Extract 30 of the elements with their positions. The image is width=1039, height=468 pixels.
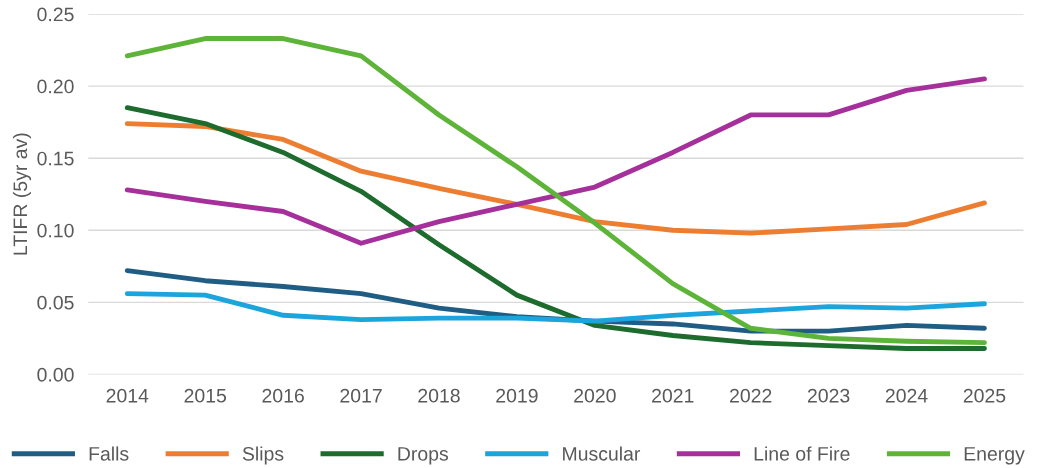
legend-label: Slips [242,446,284,465]
line-series [124,36,987,346]
x-tick-label: 2016 [262,388,304,403]
legend-label: Muscular [563,446,641,461]
x-tick-label: 2023 [807,388,850,403]
y-axis-title: LTIFR (5yr av) [12,133,32,255]
y-tick-label: 0.20 [37,79,74,94]
x-tick-label: 2018 [418,388,460,403]
legend-label: Drops [398,447,449,465]
x-tick-label: 2025 [963,388,1006,403]
y-tick-label: 0.10 [37,223,74,238]
x-tick-label: 2022 [730,388,772,403]
line-series [124,121,987,236]
x-tick-label: 2019 [496,388,538,403]
line-series [124,291,987,324]
legend-label: Energy [964,447,1025,465]
x-tick-label: 2020 [574,388,616,403]
y-tick-label: 0.15 [37,151,74,166]
legend-label: Line of Fire [754,446,850,461]
line-series [124,76,987,246]
y-tick-label: 0.05 [37,295,74,310]
y-tick-label: 0.25 [37,7,74,22]
x-tick-label: 2014 [106,388,149,403]
x-tick-label: 2024 [885,388,928,403]
x-tick-label: 2015 [184,388,227,403]
x-tick-label: 2021 [652,388,694,403]
line-series [124,105,987,351]
x-tick-label: 2017 [340,388,382,403]
legend-label: Falls [89,446,129,461]
y-tick-label: 0.00 [37,367,74,382]
